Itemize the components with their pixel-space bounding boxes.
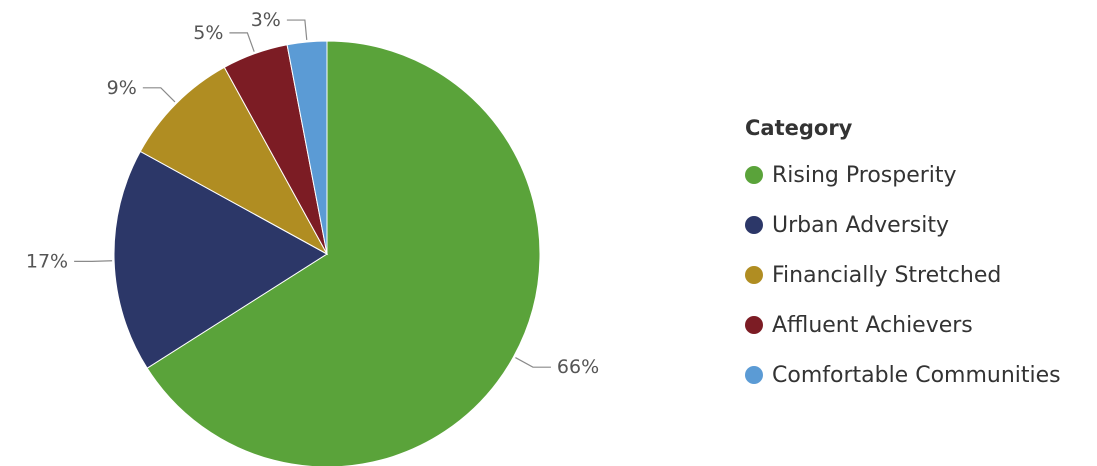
data-label: 5% bbox=[193, 22, 223, 44]
legend-title: Category bbox=[745, 116, 853, 140]
legend-dot-icon bbox=[745, 366, 763, 384]
data-label: 17% bbox=[26, 250, 68, 272]
leader-line bbox=[142, 87, 176, 103]
data-label: 9% bbox=[107, 77, 137, 99]
legend-dot-icon bbox=[745, 316, 763, 334]
legend-dot-icon bbox=[745, 266, 763, 284]
legend-item[interactable]: Urban Adversity bbox=[745, 200, 1061, 250]
legend-item[interactable]: Affluent Achievers bbox=[745, 300, 1061, 350]
legend-item[interactable]: Comfortable Communities bbox=[745, 350, 1061, 400]
pie-slice-rising-prosperity[interactable] bbox=[146, 40, 541, 466]
legend-label: Urban Adversity bbox=[772, 212, 949, 238]
leader-line bbox=[515, 357, 551, 368]
data-label: 3% bbox=[251, 9, 281, 31]
legend-dot-icon bbox=[745, 216, 763, 234]
leader-line bbox=[229, 32, 255, 52]
legend-item[interactable]: Financially Stretched bbox=[745, 250, 1061, 300]
leader-line bbox=[286, 19, 308, 41]
pie-slice-financially-stretched[interactable] bbox=[139, 66, 329, 256]
legend-label: Affluent Achievers bbox=[772, 312, 973, 338]
legend-label: Financially Stretched bbox=[772, 262, 1002, 288]
legend-item[interactable]: Rising Prosperity bbox=[745, 150, 1061, 200]
pie-slice-urban-adversity[interactable] bbox=[113, 150, 328, 369]
legend: Category Rising Prosperity Urban Adversit… bbox=[745, 116, 1061, 400]
pie-chart: 66% 17% 9% 5% 3% bbox=[26, 9, 599, 466]
legend-label: Rising Prosperity bbox=[772, 162, 957, 188]
leader-line bbox=[74, 260, 113, 262]
data-label: 66% bbox=[557, 356, 599, 378]
pie-slice-comfortable-communities[interactable] bbox=[286, 40, 328, 255]
legend-label: Comfortable Communities bbox=[772, 362, 1061, 388]
legend-dot-icon bbox=[745, 166, 763, 184]
